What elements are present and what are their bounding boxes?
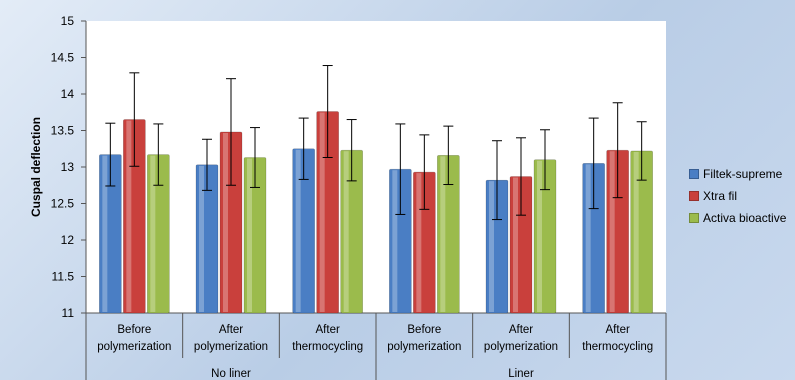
- legend-item: Xtra fil: [689, 185, 786, 207]
- y-tick-label: 13: [61, 160, 75, 174]
- y-tick-label: 14.5: [51, 51, 75, 65]
- legend-swatch: [689, 169, 699, 179]
- bar-highlight: [585, 164, 591, 312]
- legend-label: Xtra fil: [703, 189, 738, 203]
- bar-highlight: [223, 132, 228, 312]
- plot-area: [86, 21, 666, 313]
- bar-highlight: [295, 149, 301, 312]
- bar-highlight: [513, 177, 518, 312]
- category-label: Before: [117, 324, 151, 336]
- bar-highlight: [102, 155, 108, 312]
- y-tick-label: 11.5: [52, 270, 75, 284]
- legend-label: Filtek-supreme: [703, 167, 783, 181]
- y-tick-label: 13.5: [51, 124, 75, 138]
- category-label: polymerization: [194, 341, 268, 353]
- bar-highlight: [537, 160, 542, 312]
- legend-swatch: [689, 213, 699, 223]
- category-label: polymerization: [387, 341, 461, 353]
- category-label: After: [509, 324, 533, 336]
- category-label: After: [219, 324, 243, 336]
- group-label: Liner: [508, 368, 534, 380]
- bar-highlight: [392, 170, 398, 312]
- bar-highlight: [150, 155, 156, 312]
- y-tick-label: 14: [61, 87, 75, 101]
- bar-highlight: [609, 151, 615, 312]
- bar-highlight: [199, 165, 204, 312]
- y-tick-label: 11: [62, 306, 75, 320]
- bar-highlight: [319, 112, 325, 313]
- group-label: No liner: [211, 368, 251, 380]
- category-label: polymerization: [484, 341, 558, 353]
- bar-highlight: [247, 158, 252, 312]
- legend: Filtek-supreme Xtra fil Activa bioactive: [689, 163, 786, 229]
- y-axis-title: Cuspal deflection: [29, 117, 43, 217]
- legend-item: Activa bioactive: [689, 207, 786, 229]
- category-label: thermocycling: [292, 341, 363, 353]
- legend-item: Filtek-supreme: [689, 163, 786, 185]
- category-label: polymerization: [97, 341, 171, 353]
- y-tick-label: 15: [61, 14, 75, 28]
- legend-swatch: [689, 191, 699, 201]
- legend-label: Activa bioactive: [703, 211, 787, 225]
- bar-highlight: [440, 156, 446, 312]
- bar-highlight: [416, 173, 422, 312]
- bar-highlight: [633, 151, 639, 312]
- y-tick-label: 12: [61, 233, 75, 247]
- category-label: Before: [407, 324, 441, 336]
- bar-highlight: [489, 181, 494, 312]
- category-label: After: [316, 324, 340, 336]
- y-tick-label: 12.5: [51, 197, 75, 211]
- category-label: thermocycling: [582, 341, 653, 353]
- category-label: After: [606, 324, 630, 336]
- bar-highlight: [343, 151, 349, 312]
- bar-highlight: [126, 120, 132, 312]
